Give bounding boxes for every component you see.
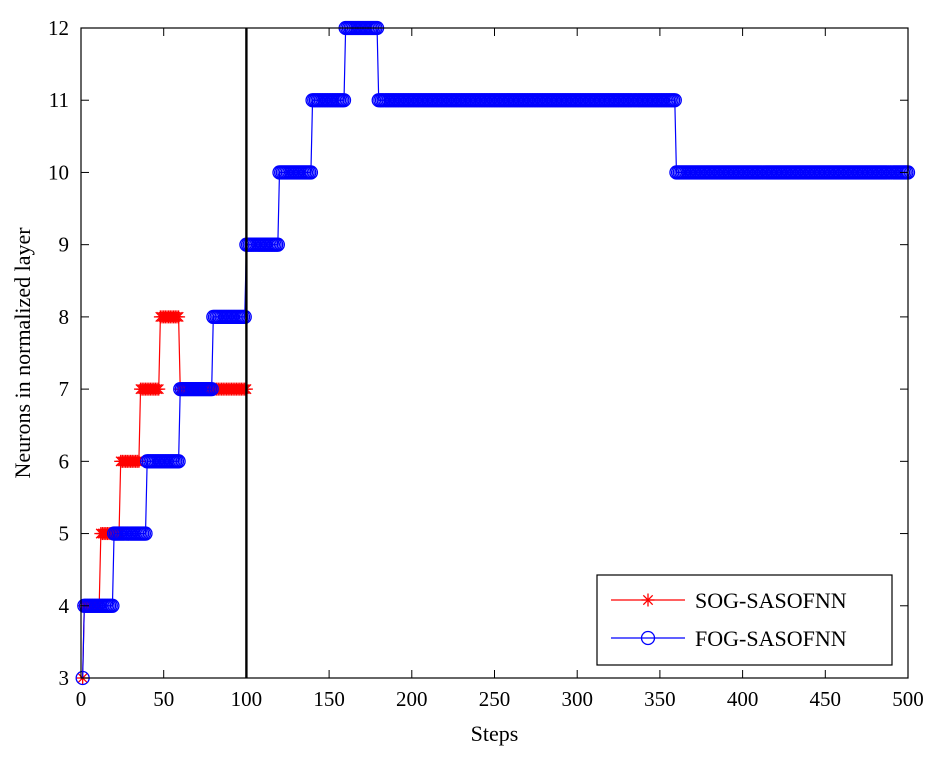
y-tick-label: 8	[59, 305, 70, 329]
x-tick-label: 50	[153, 687, 174, 711]
x-tick-label: 400	[727, 687, 759, 711]
asterisk-marker-icon	[642, 594, 655, 607]
y-tick-label: 11	[49, 88, 69, 112]
y-tick-label: 7	[59, 377, 70, 401]
y-tick-label: 5	[59, 522, 70, 546]
legend-label: FOG-SASOFNN	[695, 626, 847, 651]
y-tick-label: 6	[59, 449, 70, 473]
series-line-0	[83, 317, 247, 678]
x-tick-label: 150	[313, 687, 345, 711]
y-tick-label: 4	[59, 594, 70, 618]
x-tick-label: 500	[892, 687, 924, 711]
x-tick-label: 200	[396, 687, 428, 711]
x-axis-label: Steps	[471, 721, 519, 746]
x-tick-label: 100	[231, 687, 263, 711]
x-tick-label: 300	[561, 687, 593, 711]
x-tick-label: 450	[810, 687, 842, 711]
y-tick-label: 10	[48, 160, 69, 184]
y-tick-label: 3	[59, 666, 70, 690]
series-0-point	[172, 310, 185, 323]
x-tick-label: 350	[644, 687, 676, 711]
y-tick-label: 12	[48, 16, 69, 40]
x-tick-label: 0	[76, 687, 87, 711]
legend-label: SOG-SASOFNN	[695, 588, 847, 613]
y-tick-label: 9	[59, 233, 70, 257]
x-tick-label: 250	[479, 687, 511, 711]
legend: SOG-SASOFNN FOG-SASOFNN	[597, 575, 892, 665]
series-0	[76, 310, 253, 684]
y-axis-label: Neurons in normalized layer	[10, 227, 35, 479]
series-0-point	[152, 383, 165, 396]
